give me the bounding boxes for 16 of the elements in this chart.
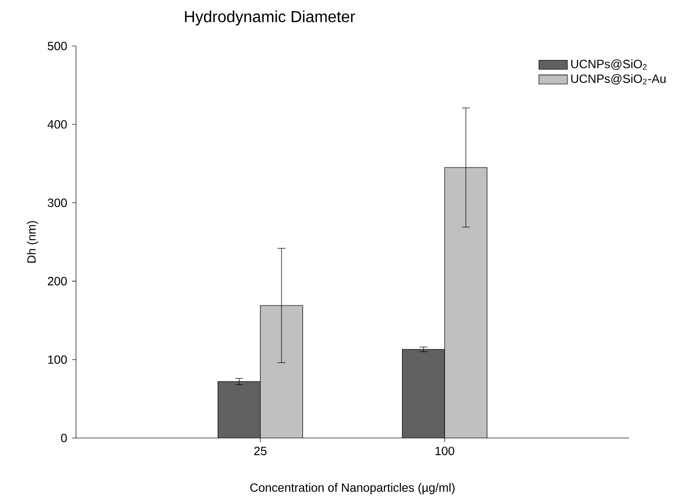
y-tick-label: 0 [61, 434, 67, 442]
y-tick-label: 300 [48, 198, 67, 208]
bar [218, 382, 260, 438]
bar [402, 349, 445, 438]
y-tick-label: 500 [48, 42, 67, 50]
bar [260, 305, 303, 438]
legend-label: UCNPs@SiO$_{2}$ [571, 59, 647, 70]
x-tick-label: 25 [254, 446, 267, 456]
x-axis-title: Concentration of Nanoparticles (µg/ml) [250, 483, 455, 494]
y-tick-label: 200 [48, 276, 67, 286]
bar [444, 167, 488, 438]
y-axis-title: Dh (nm) [26, 221, 38, 263]
legend-label: UCNPs@SiO$_{2}$-Au [571, 74, 666, 84]
y-tick-label: 400 [48, 120, 67, 129]
chart-title: Hydrodynamic Diameter [185, 10, 356, 26]
y-tick-label: 100 [48, 355, 67, 364]
